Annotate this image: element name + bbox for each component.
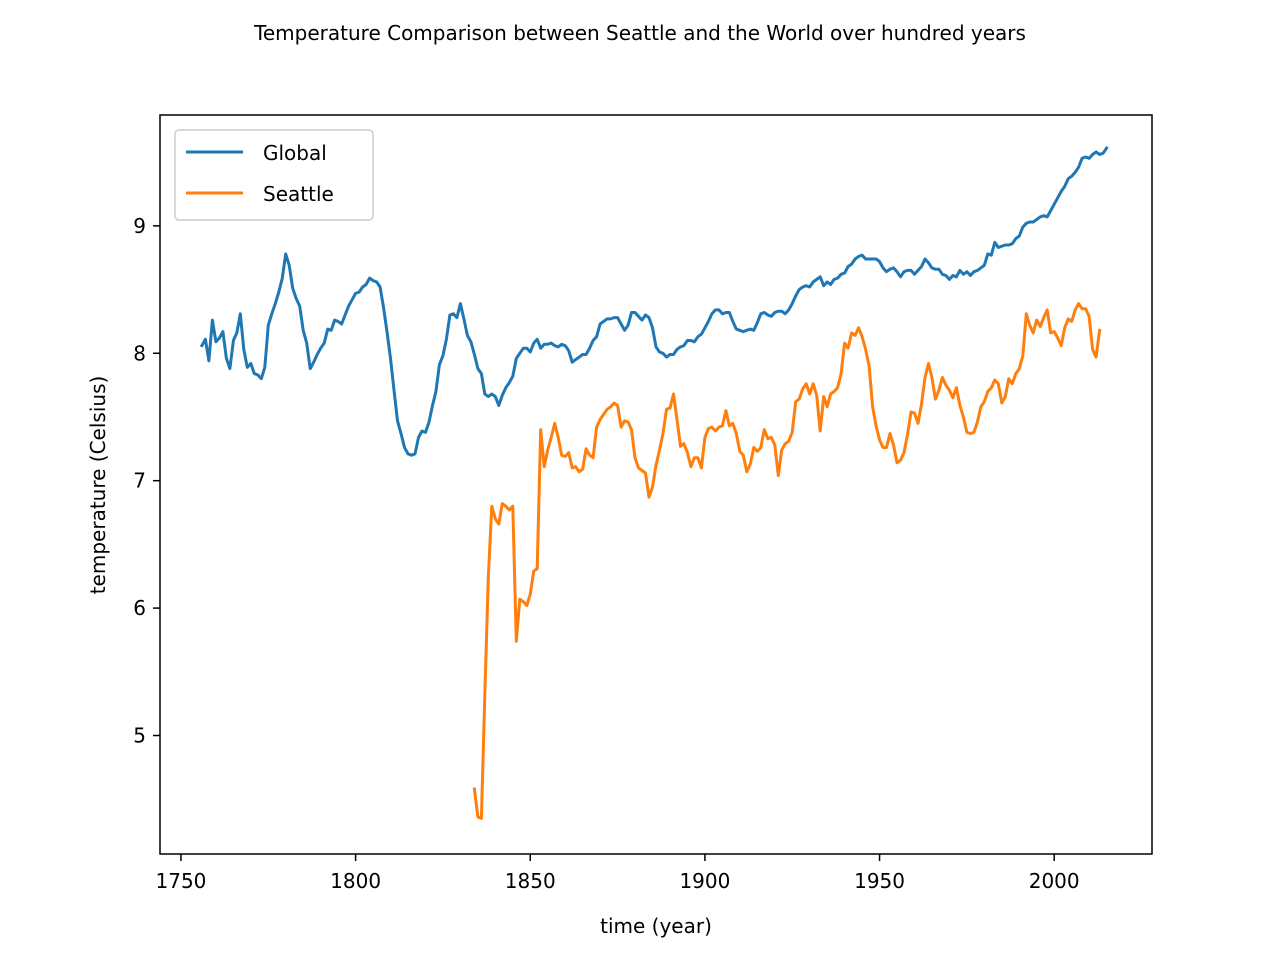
y-tick-label: 9 — [133, 214, 146, 238]
legend-label-global: Global — [263, 141, 327, 165]
x-axis-title: time (year) — [600, 914, 712, 938]
y-tick-label: 8 — [133, 341, 146, 365]
x-tick-label: 1800 — [330, 869, 381, 893]
plot-frame — [159, 114, 1153, 855]
x-tick-label: 1950 — [854, 869, 905, 893]
series-line-global — [199, 146, 1109, 457]
plot-lines — [199, 146, 1109, 820]
y-tick-label: 6 — [133, 596, 146, 620]
x-axis: 1750 1800 1850 1900 1950 2000 — [156, 854, 1080, 893]
y-tick-label: 5 — [133, 724, 146, 748]
y-axis-title: temperature (Celsius) — [86, 376, 110, 595]
legend-label-seattle: Seattle — [263, 182, 334, 206]
legend: Global Seattle — [174, 129, 374, 221]
y-axis: 5 6 7 8 9 — [133, 214, 160, 748]
series-line-seattle — [472, 302, 1102, 820]
chart-title: Temperature Comparison between Seattle a… — [253, 21, 1026, 45]
x-tick-label: 2000 — [1029, 869, 1080, 893]
x-tick-label: 1750 — [156, 869, 207, 893]
y-tick-label: 7 — [133, 469, 146, 493]
x-tick-label: 1850 — [505, 869, 556, 893]
x-tick-label: 1900 — [679, 869, 730, 893]
